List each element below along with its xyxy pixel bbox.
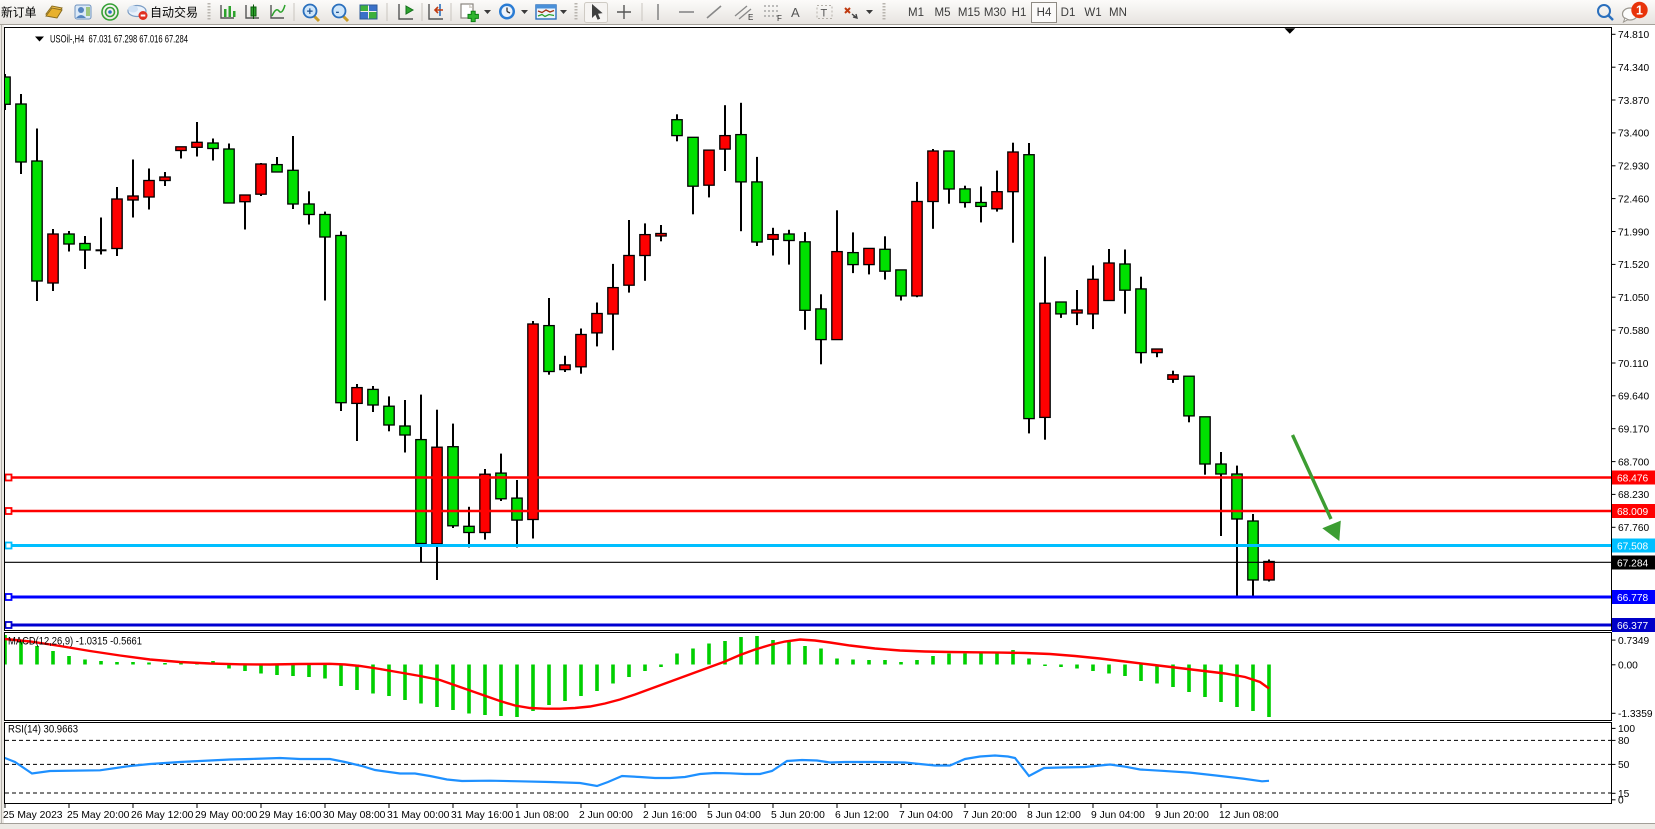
svg-text:15: 15 <box>1618 789 1630 800</box>
svg-text:68.009: 68.009 <box>1617 507 1648 518</box>
svg-text:E: E <box>748 13 753 22</box>
svg-text:8 Jun 12:00: 8 Jun 12:00 <box>1027 810 1081 821</box>
svg-text:29 May 16:00: 29 May 16:00 <box>259 810 322 821</box>
svg-text:1: 1 <box>1636 4 1643 18</box>
svg-text:7 Jun 04:00: 7 Jun 04:00 <box>899 810 953 821</box>
svg-text:0: 0 <box>1618 796 1624 807</box>
svg-text:6 Jun 12:00: 6 Jun 12:00 <box>835 810 889 821</box>
svg-text:-1.3359: -1.3359 <box>1618 709 1653 720</box>
svg-text:68.230: 68.230 <box>1618 490 1649 501</box>
svg-text:5 Jun 04:00: 5 Jun 04:00 <box>707 810 761 821</box>
svg-text:30 May 08:00: 30 May 08:00 <box>323 810 386 821</box>
svg-text:100: 100 <box>1618 724 1635 735</box>
svg-text:9 Jun 20:00: 9 Jun 20:00 <box>1155 810 1209 821</box>
svg-text:A: A <box>791 5 800 20</box>
svg-text:新订单: 新订单 <box>1 6 37 20</box>
svg-text:25 May 2023: 25 May 2023 <box>3 810 63 821</box>
svg-text:25 May 20:00: 25 May 20:00 <box>67 810 130 821</box>
svg-text:RSI(14) 30.9663: RSI(14) 30.9663 <box>8 724 78 736</box>
svg-text:0.00: 0.00 <box>1618 661 1638 672</box>
svg-text:H1: H1 <box>1012 7 1027 19</box>
svg-text:70.110: 70.110 <box>1618 359 1649 370</box>
svg-text:68.476: 68.476 <box>1617 473 1648 484</box>
svg-text:MACD(12,26,9) -1.0315 -0.5661: MACD(12,26,9) -1.0315 -0.5661 <box>8 636 142 648</box>
svg-text:66.778: 66.778 <box>1617 593 1648 604</box>
svg-text:69.640: 69.640 <box>1618 392 1649 403</box>
svg-text:31 May 00:00: 31 May 00:00 <box>387 810 450 821</box>
svg-text:M5: M5 <box>935 7 951 19</box>
svg-text:D1: D1 <box>1061 7 1076 19</box>
svg-text:80: 80 <box>1618 736 1630 747</box>
svg-text:68.700: 68.700 <box>1618 457 1649 468</box>
svg-text:71.520: 71.520 <box>1618 260 1649 271</box>
svg-text:自动交易: 自动交易 <box>150 5 198 20</box>
svg-text:T: T <box>821 8 828 20</box>
svg-text:67.760: 67.760 <box>1618 523 1649 534</box>
svg-text:F: F <box>777 14 782 23</box>
svg-text:73.870: 73.870 <box>1618 96 1649 107</box>
svg-text:2 Jun 00:00: 2 Jun 00:00 <box>579 810 633 821</box>
svg-text:M1: M1 <box>908 7 924 19</box>
svg-text:7 Jun 20:00: 7 Jun 20:00 <box>963 810 1017 821</box>
svg-text:31 May 16:00: 31 May 16:00 <box>451 810 514 821</box>
svg-text:74.810: 74.810 <box>1618 30 1649 41</box>
svg-text:70.580: 70.580 <box>1618 326 1649 337</box>
svg-text:29 May 00:00: 29 May 00:00 <box>195 810 258 821</box>
svg-text:2 Jun 16:00: 2 Jun 16:00 <box>643 810 697 821</box>
svg-text:1 Jun 08:00: 1 Jun 08:00 <box>515 810 569 821</box>
svg-text:50: 50 <box>1618 760 1630 771</box>
svg-text:9 Jun 04:00: 9 Jun 04:00 <box>1091 810 1145 821</box>
svg-text:67.508: 67.508 <box>1617 541 1648 552</box>
svg-text:USOil-,H4 67.031 67.298 67.01: USOil-,H4 67.031 67.298 67.016 67.284 <box>50 34 188 46</box>
svg-text:W1: W1 <box>1084 7 1101 19</box>
svg-text:M30: M30 <box>984 7 1006 19</box>
svg-text:M15: M15 <box>958 7 980 19</box>
svg-text:26 May 12:00: 26 May 12:00 <box>131 810 194 821</box>
svg-text:-: - <box>336 6 340 18</box>
svg-text:69.170: 69.170 <box>1618 425 1649 436</box>
svg-text:MN: MN <box>1109 7 1127 19</box>
svg-text:5 Jun 20:00: 5 Jun 20:00 <box>771 810 825 821</box>
svg-text:12 Jun 08:00: 12 Jun 08:00 <box>1219 810 1279 821</box>
svg-text:73.400: 73.400 <box>1618 129 1649 140</box>
svg-text:67.284: 67.284 <box>1617 558 1648 569</box>
svg-text:0.7349: 0.7349 <box>1618 636 1649 647</box>
svg-text:72.930: 72.930 <box>1618 162 1649 173</box>
svg-text:H4: H4 <box>1037 7 1052 19</box>
svg-text:+: + <box>307 6 313 18</box>
svg-text:71.990: 71.990 <box>1618 227 1649 238</box>
svg-text:74.340: 74.340 <box>1618 63 1649 74</box>
svg-text:66.377: 66.377 <box>1617 621 1648 632</box>
svg-text:71.050: 71.050 <box>1618 293 1649 304</box>
svg-text:72.460: 72.460 <box>1618 194 1649 205</box>
